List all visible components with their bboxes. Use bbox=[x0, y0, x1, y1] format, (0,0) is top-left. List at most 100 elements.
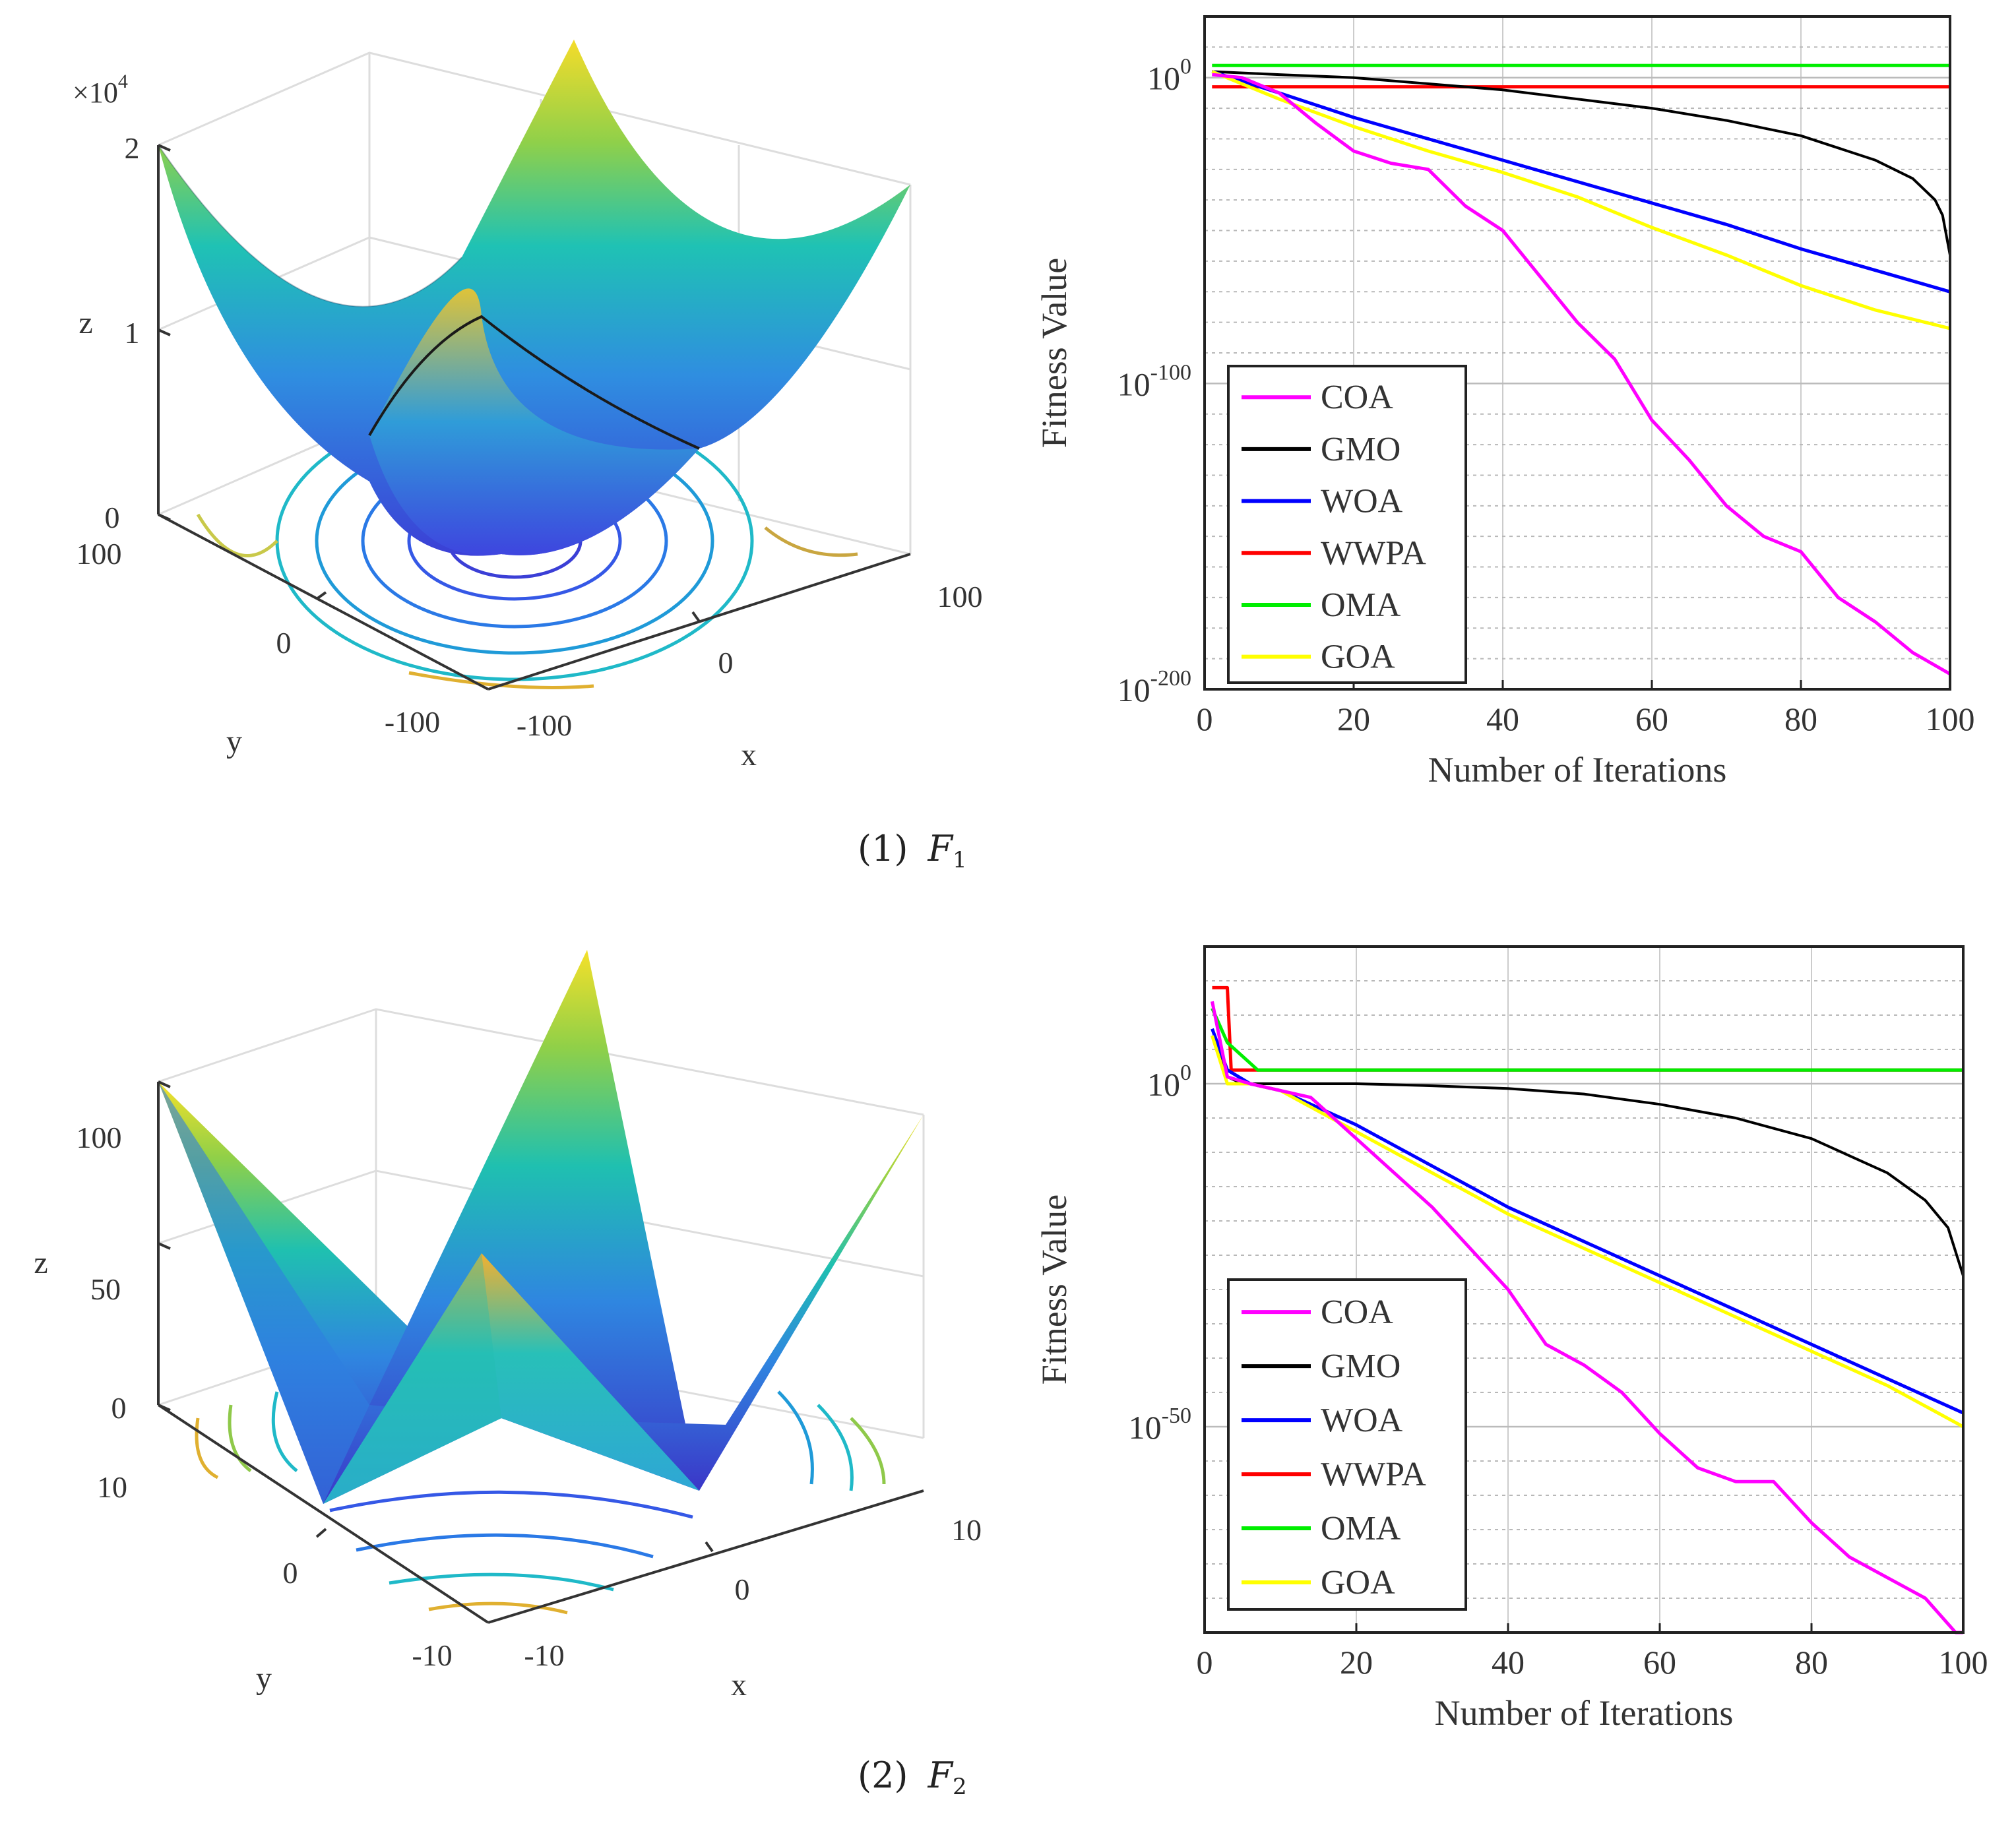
y-tick-label: 10 bbox=[97, 1470, 127, 1504]
legend: COA GMO WOA WWPA OMA GOA bbox=[1227, 365, 1467, 684]
z-multiplier: ×104 bbox=[73, 71, 128, 109]
caption-2: (2) F2 bbox=[858, 1755, 1161, 1800]
x-tick-label: 40 bbox=[1486, 700, 1519, 737]
y-tick-label: 10-100 bbox=[1118, 360, 1191, 402]
y-tick-base: 10 bbox=[1129, 1409, 1162, 1446]
y-axis-label: y bbox=[226, 724, 242, 759]
y-tick-exponent: -200 bbox=[1150, 666, 1191, 691]
legend-label-goa: GOA bbox=[1321, 1564, 1395, 1602]
x-tick-label: 60 bbox=[1635, 700, 1668, 737]
caption-func-sub: 2 bbox=[952, 1774, 967, 1800]
series-group bbox=[1211, 985, 1965, 1634]
x-tick-label: 20 bbox=[1340, 1644, 1373, 1681]
x-tick-label: 0 bbox=[1197, 1644, 1213, 1681]
y-tick-exponent: -100 bbox=[1150, 360, 1191, 385]
series-line-woa bbox=[1211, 70, 1951, 294]
legend-box bbox=[1227, 1278, 1467, 1611]
legend-label-woa: WOA bbox=[1321, 1402, 1403, 1439]
caption-func-sub: 1 bbox=[952, 847, 967, 873]
z-tick-label: 0 bbox=[111, 1391, 127, 1425]
y-tick-label: -100 bbox=[385, 705, 440, 739]
series-line-gmo bbox=[1212, 70, 1951, 255]
caption-number: (1) bbox=[858, 828, 908, 869]
series-line-gmo bbox=[1211, 1035, 1965, 1276]
series-line-wwpa bbox=[1212, 985, 1963, 1072]
surface-plot-2: 0 50 100 z 10 0 -10 y -10 0 10 x bbox=[34, 950, 982, 1702]
x-tick-label: 80 bbox=[1795, 1644, 1828, 1681]
caption-function: F2 bbox=[928, 1755, 967, 1800]
z-tick-label: 0 bbox=[105, 501, 120, 534]
series-line-coa bbox=[1211, 1001, 1963, 1634]
y-axis-label: Fitness Value bbox=[1034, 258, 1074, 449]
x-tick-label: 0 bbox=[735, 1572, 750, 1606]
y-tick-label: 100 bbox=[77, 537, 122, 571]
caption-number: (2) bbox=[858, 1755, 908, 1796]
y-tick-label: 100 bbox=[1147, 1061, 1191, 1103]
x-tick-label: 60 bbox=[1643, 1644, 1676, 1681]
legend-label-woa: WOA bbox=[1321, 483, 1403, 520]
x-axis-label: Number of Iterations bbox=[1428, 750, 1727, 790]
x-tick-label: 100 bbox=[1926, 700, 1975, 737]
y-tick-label: 10-50 bbox=[1129, 1404, 1191, 1446]
x-axis-label: x bbox=[741, 737, 757, 772]
surface-mesh bbox=[158, 40, 910, 556]
legend-label-coa: COA bbox=[1321, 1293, 1393, 1331]
x-tick-label: 20 bbox=[1337, 700, 1370, 737]
y-tick-exponent: 0 bbox=[1180, 1061, 1191, 1085]
z-multiplier-exp: 4 bbox=[118, 71, 128, 92]
y-axis-label: Fitness Value bbox=[1034, 1195, 1074, 1385]
y-tick-base: 10 bbox=[1147, 60, 1180, 97]
y-tick-label: 10-200 bbox=[1118, 666, 1191, 708]
y-tick-exponent: 0 bbox=[1180, 55, 1191, 79]
z-tick-label: 100 bbox=[77, 1121, 122, 1154]
x-axis-label: x bbox=[731, 1667, 747, 1702]
surface-plot-1: 0 1 2 ×104 z 100 0 -100 y -100 0 100 x bbox=[73, 40, 983, 772]
plot-frame bbox=[1203, 15, 1951, 691]
y-tick-base: 10 bbox=[1118, 365, 1150, 402]
series-line-oma bbox=[1211, 1007, 1963, 1072]
x-tick-label: 100 bbox=[937, 580, 983, 613]
legend-label-wwpa: WWPA bbox=[1321, 534, 1426, 572]
series-line-goa bbox=[1211, 70, 1951, 330]
plot-frame bbox=[1203, 945, 1965, 1634]
caption-1: (1) F1 bbox=[858, 828, 1161, 873]
x-tick-label: 10 bbox=[951, 1513, 982, 1547]
x-tick-label: -100 bbox=[517, 708, 572, 742]
caption-function: F1 bbox=[928, 828, 967, 873]
x-tick-label: 80 bbox=[1784, 700, 1817, 737]
y-axis-label: y bbox=[256, 1661, 272, 1696]
z-multiplier-base: ×10 bbox=[73, 77, 118, 109]
y-tick-label: 100 bbox=[1147, 55, 1191, 97]
z-tick-label: 2 bbox=[125, 131, 140, 165]
x-tick-label: 0 bbox=[1197, 700, 1213, 737]
legend-label-goa: GOA bbox=[1321, 638, 1395, 676]
x-axis-label: Number of Iterations bbox=[1435, 1693, 1734, 1733]
z-tick-label: 50 bbox=[90, 1272, 121, 1306]
z-axis-label: z bbox=[34, 1245, 47, 1280]
y-tick-label: 0 bbox=[276, 626, 292, 660]
x-tick-label: 40 bbox=[1492, 1644, 1525, 1681]
series-group bbox=[1211, 63, 1951, 675]
legend-label-coa: COA bbox=[1321, 379, 1393, 416]
y-tick-exponent: -50 bbox=[1162, 1404, 1191, 1428]
legend-label-wwpa: WWPA bbox=[1321, 1456, 1426, 1493]
x-tick-label: 0 bbox=[718, 646, 734, 679]
y-tick-label: 0 bbox=[283, 1556, 298, 1590]
legend-box bbox=[1227, 365, 1467, 684]
y-tick-label: -10 bbox=[412, 1638, 452, 1672]
y-tick-base: 10 bbox=[1147, 1066, 1180, 1103]
figure-2: 0 50 100 z 10 0 -10 y -10 0 10 x 0 20 40 60… bbox=[0, 917, 2016, 1835]
figure-1: 0 1 2 ×104 z 100 0 -100 y -100 0 100 x 0… bbox=[0, 0, 2016, 897]
caption-func-letter: F bbox=[928, 1755, 953, 1796]
x-tick-label: -10 bbox=[524, 1638, 564, 1672]
z-tick-label: 1 bbox=[125, 316, 140, 350]
series-line-coa bbox=[1212, 73, 1951, 675]
legend-label-oma: OMA bbox=[1321, 586, 1401, 624]
z-axis-label: z bbox=[79, 305, 92, 340]
x-tick-label: 100 bbox=[1939, 1644, 1988, 1681]
legend-label-gmo: GMO bbox=[1321, 1348, 1401, 1385]
legend: COA GMO WOA WWPA OMA GOA bbox=[1227, 1278, 1467, 1611]
y-tick-base: 10 bbox=[1118, 671, 1150, 708]
